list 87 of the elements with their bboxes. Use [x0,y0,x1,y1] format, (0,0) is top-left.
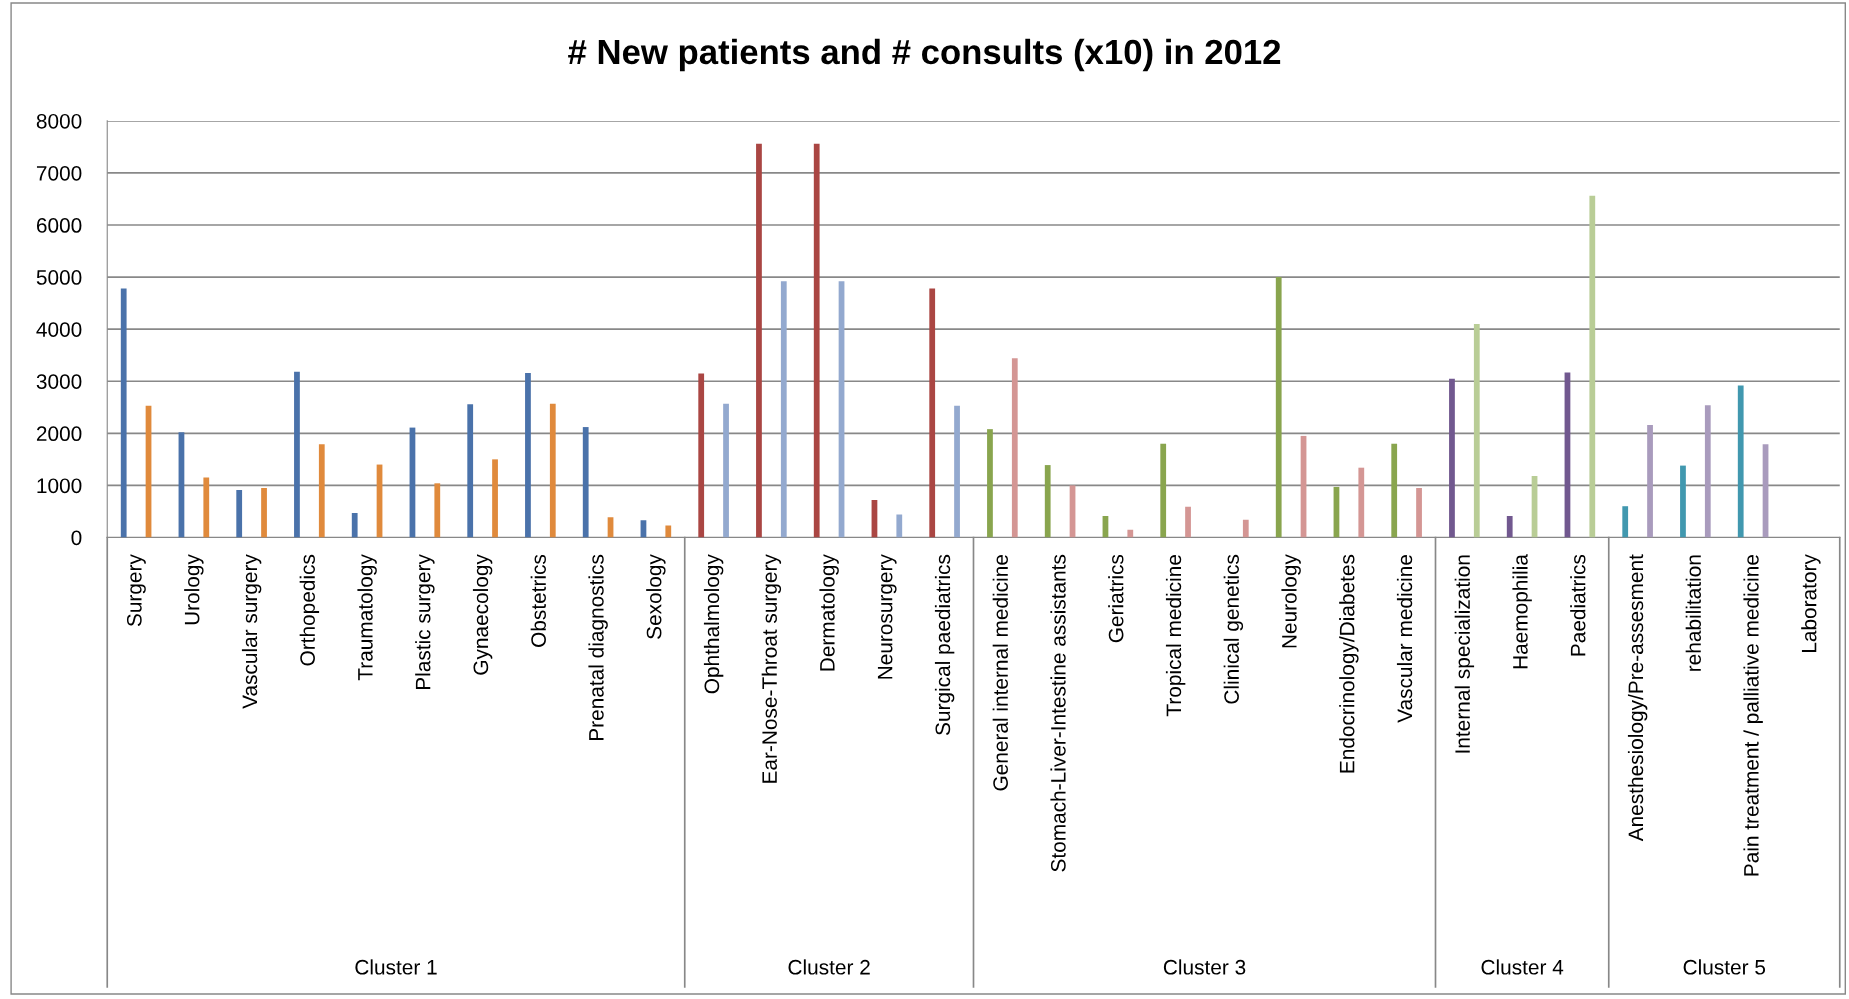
bar [1589,195,1596,538]
x-tick-label: rehabilitation [1685,555,1701,671]
bar [813,143,820,538]
bar [1680,465,1686,538]
x-tick-label: Neurology [1281,554,1301,648]
x-tick-label: Geriatrics [1108,554,1124,643]
x-tick-label: Internal specialization [1454,555,1475,753]
bar [1242,519,1249,538]
x-tick-label: Vascular surgery [241,554,262,709]
bar [203,477,210,538]
bar [582,427,589,538]
x-tick-label: Urology [184,554,204,625]
text: Cluster 1 [355,959,437,975]
x-tick-label: Dermatology [819,554,839,671]
y-tick-label: 4000 [36,322,82,337]
x-tick-label: Paediatrics [1570,554,1586,656]
bar [1275,277,1282,538]
chart-title: # New patients and # consults (x10) in 2012 [568,38,1281,72]
x-tick-label: Prenatal diagnostics [588,554,608,741]
y-tick-label: 5000 [36,270,82,285]
bar [929,288,936,538]
x-tick-label: Endocrinology/Diabetes [1339,554,1359,773]
bar [294,371,300,538]
bar [434,483,441,538]
text: Cluster 4 [1481,959,1564,975]
y-tick-label: 1000 [37,478,82,494]
bar [1011,358,1018,538]
y-tick-label: 7000 [36,165,82,181]
bar [780,281,787,538]
bar [318,444,325,538]
bar [492,459,498,538]
bar [1704,405,1711,538]
x-tick-label: Surgical paediatrics [934,554,955,735]
y-tick-label: 6000 [36,218,82,233]
x-tick-label: Tropical medicine [1165,555,1186,717]
x-tick-label: Ear-Nose-Throat surgery [761,554,782,783]
x-tick-label: Surgery [126,554,146,627]
bar [1473,323,1480,538]
y-tick-label: 8000 [36,113,82,129]
bar [525,372,531,538]
bar [1737,385,1744,538]
bar [698,373,705,538]
bar [1160,443,1167,538]
x-tick-label: Vascular medicine [1396,555,1413,723]
y-tick-label: 0 [71,530,82,546]
bar [261,487,267,538]
x-tick-label: Pain treatment / palliative medicine [1743,555,1763,876]
y-tick-label: 2000 [36,426,82,442]
bar [467,404,474,538]
text: Cluster 3 [1163,959,1246,975]
bar [120,288,127,538]
bar [954,405,960,538]
bar [1185,506,1191,538]
text: Cluster 5 [1683,959,1766,975]
x-tick-label: Clinical genetics [1223,554,1244,704]
bar [1416,487,1422,538]
x-tick-label: Neurosurgery [877,554,897,679]
bar [1647,424,1653,538]
x-tick-label: Haemophilia [1512,554,1532,669]
bar [1506,516,1513,538]
bar [1358,467,1365,538]
bar [987,429,993,538]
bar [1449,378,1455,538]
x-tick-label: Sexology [646,554,666,639]
x-tick-label: Plastic surgery [415,554,435,690]
y-tick-label: 3000 [36,374,82,389]
bar [236,490,243,538]
bar [723,403,729,538]
x-tick-label: Laboratory [1801,554,1821,653]
bar [1622,506,1629,538]
x-tick-label: Gynaecology [472,554,493,675]
x-tick-label: Obstetrics [530,554,546,647]
bar [756,143,762,538]
bar [1044,465,1051,538]
bar [896,514,903,538]
x-tick-label: Traumatology [357,554,377,681]
bar [549,403,556,538]
bar [1391,443,1398,538]
x-tick-label: General internal medicine [992,555,1008,791]
x-tick-label: Ophthalmology [703,554,724,694]
bar [351,512,358,538]
x-tick-label: Anesthesiology/Pre-assesment [1627,554,1648,842]
x-tick-label: Stomach-Liver-Intestine assistants [1050,554,1066,872]
text: Cluster 2 [788,959,870,975]
bar [1127,529,1134,538]
x-tick-label: Orthopedics [299,554,320,666]
bar [665,525,672,538]
